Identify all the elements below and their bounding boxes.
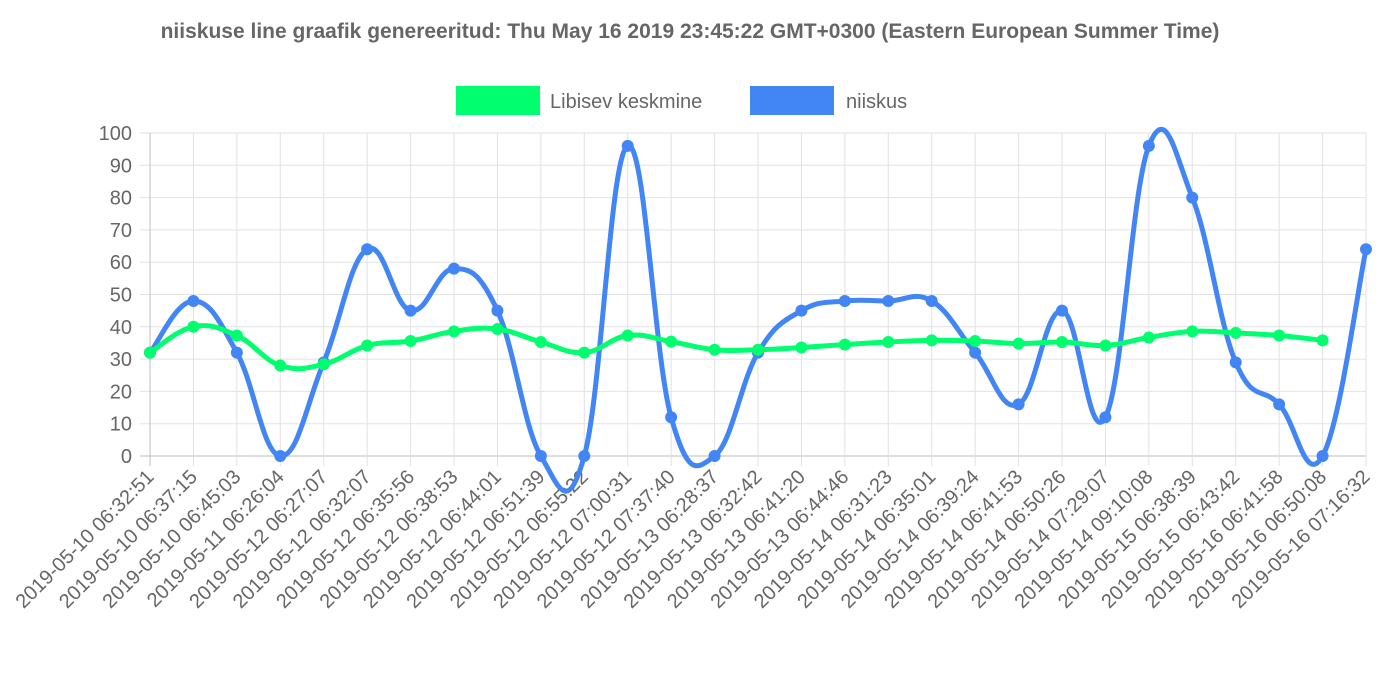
data-point[interactable] — [1186, 325, 1199, 338]
data-point[interactable] — [230, 329, 243, 342]
y-tick-label: 60 — [110, 252, 132, 274]
data-point[interactable] — [1012, 398, 1025, 411]
data-point[interactable] — [752, 343, 764, 356]
data-point[interactable] — [621, 329, 634, 342]
y-tick-label: 90 — [110, 155, 132, 177]
data-point[interactable] — [1316, 450, 1329, 462]
data-point[interactable] — [1273, 329, 1286, 342]
data-point[interactable] — [838, 338, 851, 351]
chart-title: niiskuse line graafik genereeritud: Thu … — [160, 20, 1220, 43]
series-moving-average — [144, 320, 1329, 372]
data-point[interactable] — [708, 343, 721, 356]
data-point[interactable] — [187, 320, 200, 333]
data-point[interactable] — [448, 262, 460, 275]
data-point[interactable] — [838, 294, 851, 307]
legend-swatch — [750, 86, 834, 115]
data-point[interactable] — [491, 323, 504, 336]
data-point[interactable] — [708, 450, 721, 462]
data-point[interactable] — [1099, 339, 1112, 352]
y-tick-label: 0 — [121, 446, 132, 468]
y-tick-label: 70 — [110, 220, 132, 242]
data-point[interactable] — [230, 346, 243, 359]
data-point[interactable] — [1229, 356, 1242, 369]
legend[interactable]: Libisev keskmine niiskus — [456, 86, 907, 115]
data-point[interactable] — [882, 294, 895, 307]
legend-label: Libisev keskmine — [550, 91, 702, 113]
data-point[interactable] — [1186, 191, 1199, 204]
data-point[interactable] — [621, 139, 634, 152]
data-point[interactable] — [491, 304, 504, 317]
legend-label: niiskus — [846, 91, 907, 113]
y-axis-ticks: 0 10 20 30 40 50 60 70 80 90 100 — [99, 123, 132, 468]
legend-swatch — [456, 86, 540, 115]
data-point[interactable] — [969, 335, 982, 348]
y-tick-label: 30 — [110, 349, 132, 371]
data-point[interactable] — [404, 335, 417, 348]
data-point[interactable] — [1273, 398, 1286, 411]
data-point[interactable] — [534, 335, 547, 348]
data-point[interactable] — [1229, 326, 1242, 339]
data-point[interactable] — [1360, 243, 1372, 256]
data-point[interactable] — [882, 335, 895, 348]
data-point[interactable] — [274, 450, 287, 462]
legend-item[interactable]: Libisev keskmine — [456, 86, 702, 115]
y-tick-label: 10 — [110, 414, 132, 436]
data-point[interactable] — [361, 339, 374, 352]
grid — [140, 132, 1367, 466]
data-point[interactable] — [665, 335, 678, 348]
data-point[interactable] — [1142, 331, 1155, 344]
data-point[interactable] — [795, 304, 808, 317]
data-point[interactable] — [1099, 411, 1112, 424]
data-point[interactable] — [1142, 139, 1155, 152]
data-point[interactable] — [1316, 334, 1329, 347]
series-line — [147, 323, 1326, 372]
data-point[interactable] — [925, 334, 938, 347]
data-point[interactable] — [1056, 335, 1068, 348]
series-lines — [144, 127, 1372, 494]
data-point[interactable] — [144, 346, 156, 359]
data-point[interactable] — [795, 341, 808, 354]
legend-item[interactable]: niiskus — [750, 86, 907, 115]
data-point[interactable] — [187, 294, 200, 307]
data-point[interactable] — [665, 411, 678, 424]
data-point[interactable] — [361, 243, 374, 256]
data-point[interactable] — [1056, 304, 1068, 317]
data-point[interactable] — [969, 346, 982, 359]
y-tick-label: 100 — [99, 123, 132, 145]
data-point[interactable] — [925, 294, 938, 307]
y-tick-label: 40 — [110, 317, 132, 339]
data-point[interactable] — [578, 346, 591, 359]
data-point[interactable] — [578, 450, 591, 462]
y-tick-label: 20 — [110, 381, 132, 403]
y-tick-label: 80 — [110, 188, 132, 210]
data-point[interactable] — [448, 325, 460, 338]
data-point[interactable] — [317, 358, 330, 371]
data-point[interactable] — [274, 359, 287, 372]
data-point[interactable] — [534, 450, 547, 462]
y-tick-label: 50 — [110, 285, 132, 307]
data-point[interactable] — [1012, 337, 1025, 350]
data-point[interactable] — [404, 304, 417, 317]
